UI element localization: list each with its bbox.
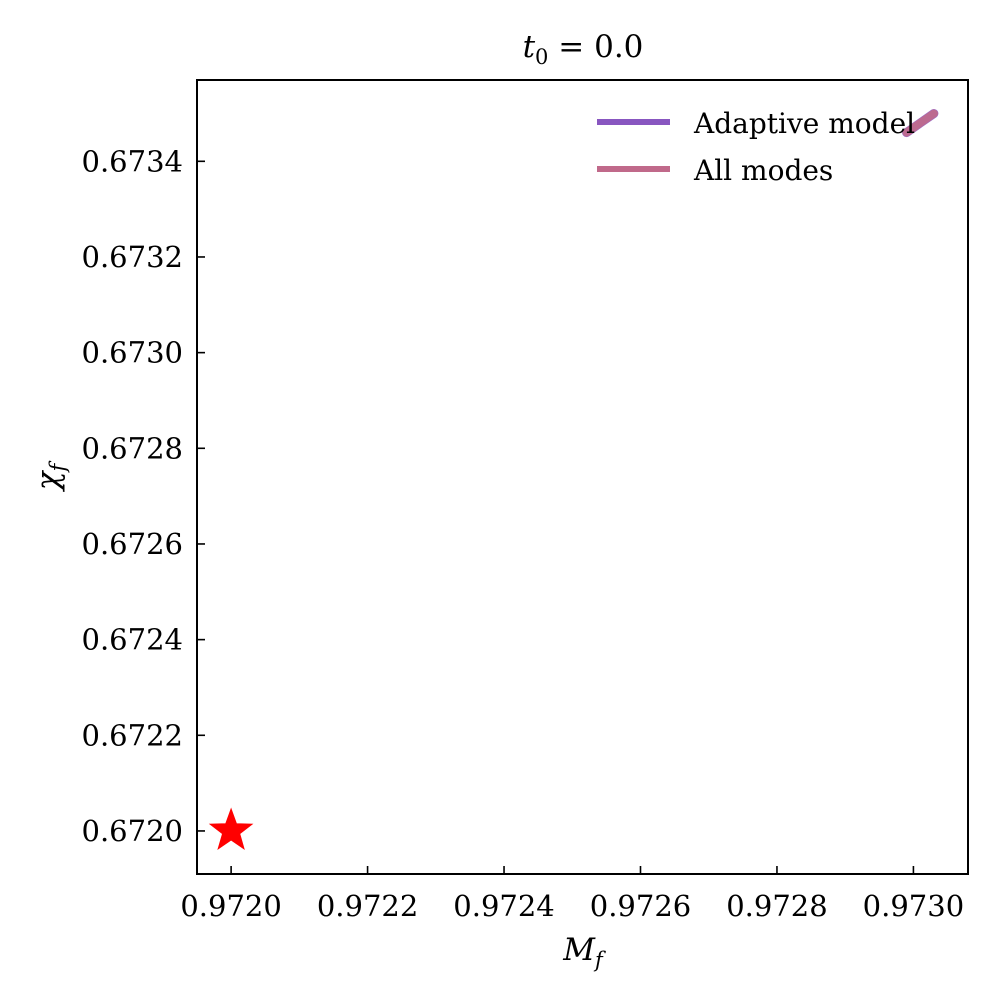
- x-axis-ticks: 0.9720 0.9722 0.9724 0.9726 0.9728 0.9730: [180, 866, 964, 923]
- x-tick-label: 0.9728: [726, 889, 827, 923]
- y-tick-label: 0.6730: [82, 336, 183, 370]
- plot-frame: [196, 79, 969, 875]
- y-tick-label: 0.6726: [82, 527, 183, 561]
- x-axis-title: Mf: [562, 932, 606, 972]
- y-tick-label: 0.6734: [82, 144, 183, 178]
- y-tick-label: 0.6724: [82, 623, 183, 657]
- true-value-layer: [208, 807, 254, 850]
- y-axis-ticks: 0.6720 0.6722 0.6724 0.6726 0.6728 0.6730 0.67…: [82, 144, 205, 848]
- x-tick-label: 0.9720: [180, 889, 281, 923]
- series-layer: [902, 109, 939, 138]
- x-tick-label: 0.9724: [453, 889, 554, 923]
- legend-label-adaptive-model: Adaptive model: [693, 107, 915, 140]
- x-tick-label: 0.9722: [317, 889, 418, 923]
- x-tick-label: 0.9730: [863, 889, 964, 923]
- legend: Adaptive model All modes: [597, 107, 915, 187]
- legend-label-all-modes: All modes: [693, 154, 833, 187]
- x-tick-label: 0.9726: [590, 889, 691, 923]
- chart-title: t0 = 0.0: [523, 29, 644, 69]
- y-tick-label: 0.6728: [82, 431, 183, 465]
- y-tick-label: 0.6720: [82, 814, 183, 848]
- y-tick-label: 0.6722: [82, 718, 183, 752]
- true-value-star-marker: [208, 807, 254, 850]
- series-contour-all-modes: [902, 109, 938, 137]
- y-tick-label: 0.6732: [82, 240, 183, 274]
- y-axis-title: χf: [30, 460, 70, 492]
